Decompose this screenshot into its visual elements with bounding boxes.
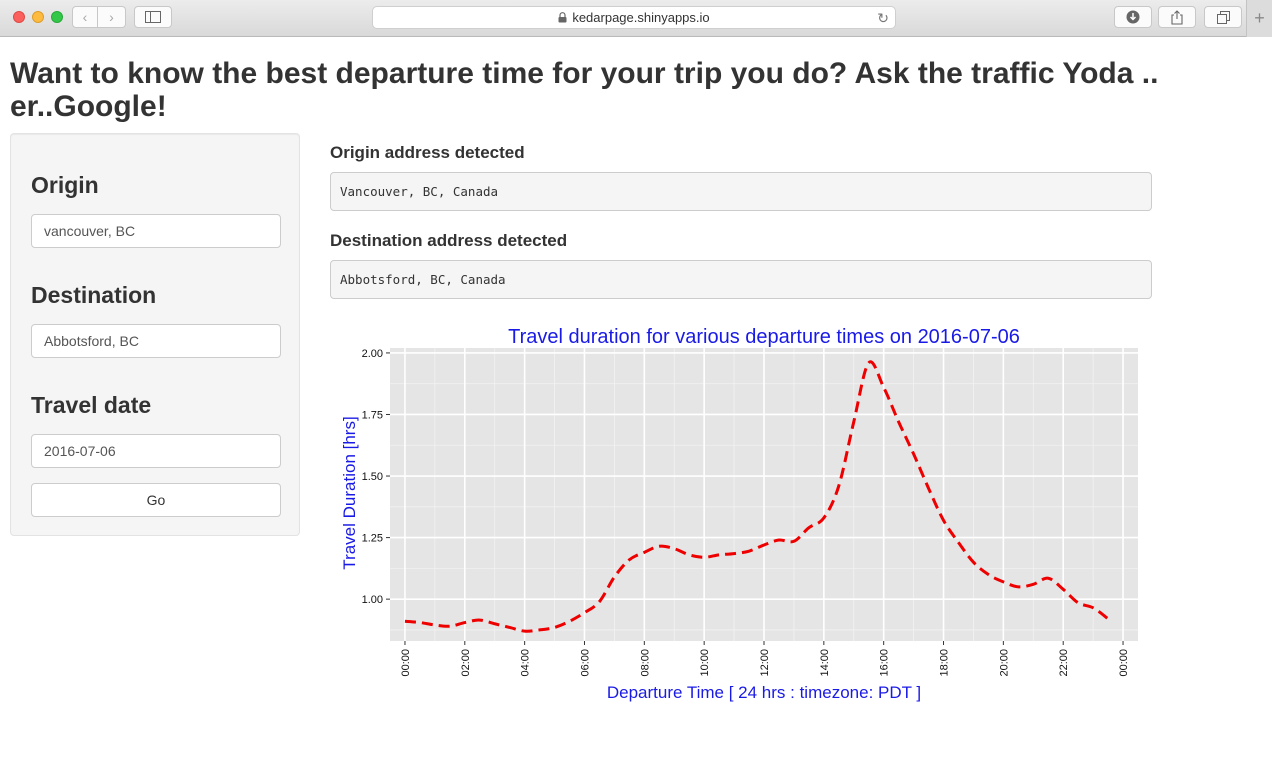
url-text: kedarpage.shinyapps.io [572, 10, 710, 25]
x-axis: 00:00 02:00 04:00 06:00 08:00 10:00 12:00 14:00… [400, 641, 1130, 677]
x-tick-label: 20:00 [998, 649, 1010, 677]
travel-date-input[interactable] [31, 434, 281, 468]
travel-date-label: Travel date [31, 392, 152, 418]
page-title: Want to know the best departure time for… [10, 57, 1159, 123]
sidebar-panel: Origin Destination Travel date Go [10, 133, 300, 536]
origin-input[interactable] [31, 214, 281, 248]
history-nav: ‹ › [72, 6, 126, 28]
y-axis-label: Travel Duration [hrs] [340, 416, 359, 569]
x-tick-label: 08:00 [639, 649, 651, 677]
back-button[interactable]: ‹ [72, 6, 98, 28]
window-maximize-button[interactable] [51, 11, 63, 23]
sidebar-toggle-button[interactable] [134, 6, 172, 28]
chevron-right-icon: › [109, 9, 114, 25]
destination-detected-output: Abbotsford, BC, Canada [330, 260, 1152, 299]
download-icon [1126, 10, 1140, 24]
x-tick-label: 14:00 [819, 649, 831, 677]
forward-button[interactable]: › [98, 6, 126, 28]
y-axis: 1.00 1.25 1.50 1.75 2.00 [362, 348, 390, 606]
downloads-button[interactable] [1114, 6, 1152, 28]
browser-toolbar: ‹ › kedarpage.shinyapps.io ↻ [0, 0, 1272, 37]
y-tick-label: 1.25 [362, 533, 383, 545]
destination-label: Destination [31, 282, 157, 308]
new-tab-button[interactable]: + [1246, 0, 1272, 37]
y-tick-label: 1.50 [362, 471, 383, 483]
origin-label: Origin [31, 172, 99, 198]
x-tick-label: 02:00 [460, 649, 472, 677]
x-tick-label: 10:00 [699, 649, 711, 677]
x-tick-label: 04:00 [520, 649, 532, 677]
x-tick-label: 16:00 [879, 649, 891, 677]
x-axis-label: Departure Time [ 24 hrs : timezone: PDT … [607, 683, 921, 702]
tabs-icon [1216, 10, 1230, 24]
x-tick-label: 18:00 [939, 649, 951, 677]
y-tick-label: 1.00 [362, 594, 383, 606]
share-button[interactable] [1158, 6, 1196, 28]
travel-duration-line [404, 360, 1109, 633]
tabs-overview-button[interactable] [1204, 6, 1242, 28]
y-tick-label: 1.75 [362, 409, 383, 421]
origin-detected-label: Origin address detected [330, 143, 525, 162]
share-icon [1171, 9, 1183, 25]
lock-icon [558, 12, 567, 23]
x-tick-label: 12:00 [759, 649, 771, 677]
go-button[interactable]: Go [31, 483, 281, 517]
address-bar[interactable]: kedarpage.shinyapps.io ↻ [372, 6, 896, 29]
y-tick-label: 2.00 [362, 348, 383, 360]
major-gridlines [390, 348, 1138, 641]
reload-icon[interactable]: ↻ [877, 10, 889, 26]
window-minimize-button[interactable] [32, 11, 44, 23]
x-tick-label: 00:00 [1118, 649, 1130, 677]
travel-duration-chart: Travel duration for various departure ti… [340, 326, 1138, 702]
destination-detected-label: Destination address detected [330, 231, 568, 250]
chevron-left-icon: ‹ [82, 9, 88, 25]
destination-input[interactable] [31, 324, 281, 358]
x-tick-label: 22:00 [1058, 649, 1070, 677]
plus-icon: + [1254, 8, 1265, 28]
x-tick-label: 00:00 [400, 649, 412, 677]
origin-detected-output: Vancouver, BC, Canada [330, 172, 1152, 211]
sidebar-icon [145, 11, 161, 23]
chart-title: Travel duration for various departure ti… [508, 326, 1020, 348]
x-tick-label: 06:00 [579, 649, 591, 677]
window-close-button[interactable] [13, 11, 25, 23]
